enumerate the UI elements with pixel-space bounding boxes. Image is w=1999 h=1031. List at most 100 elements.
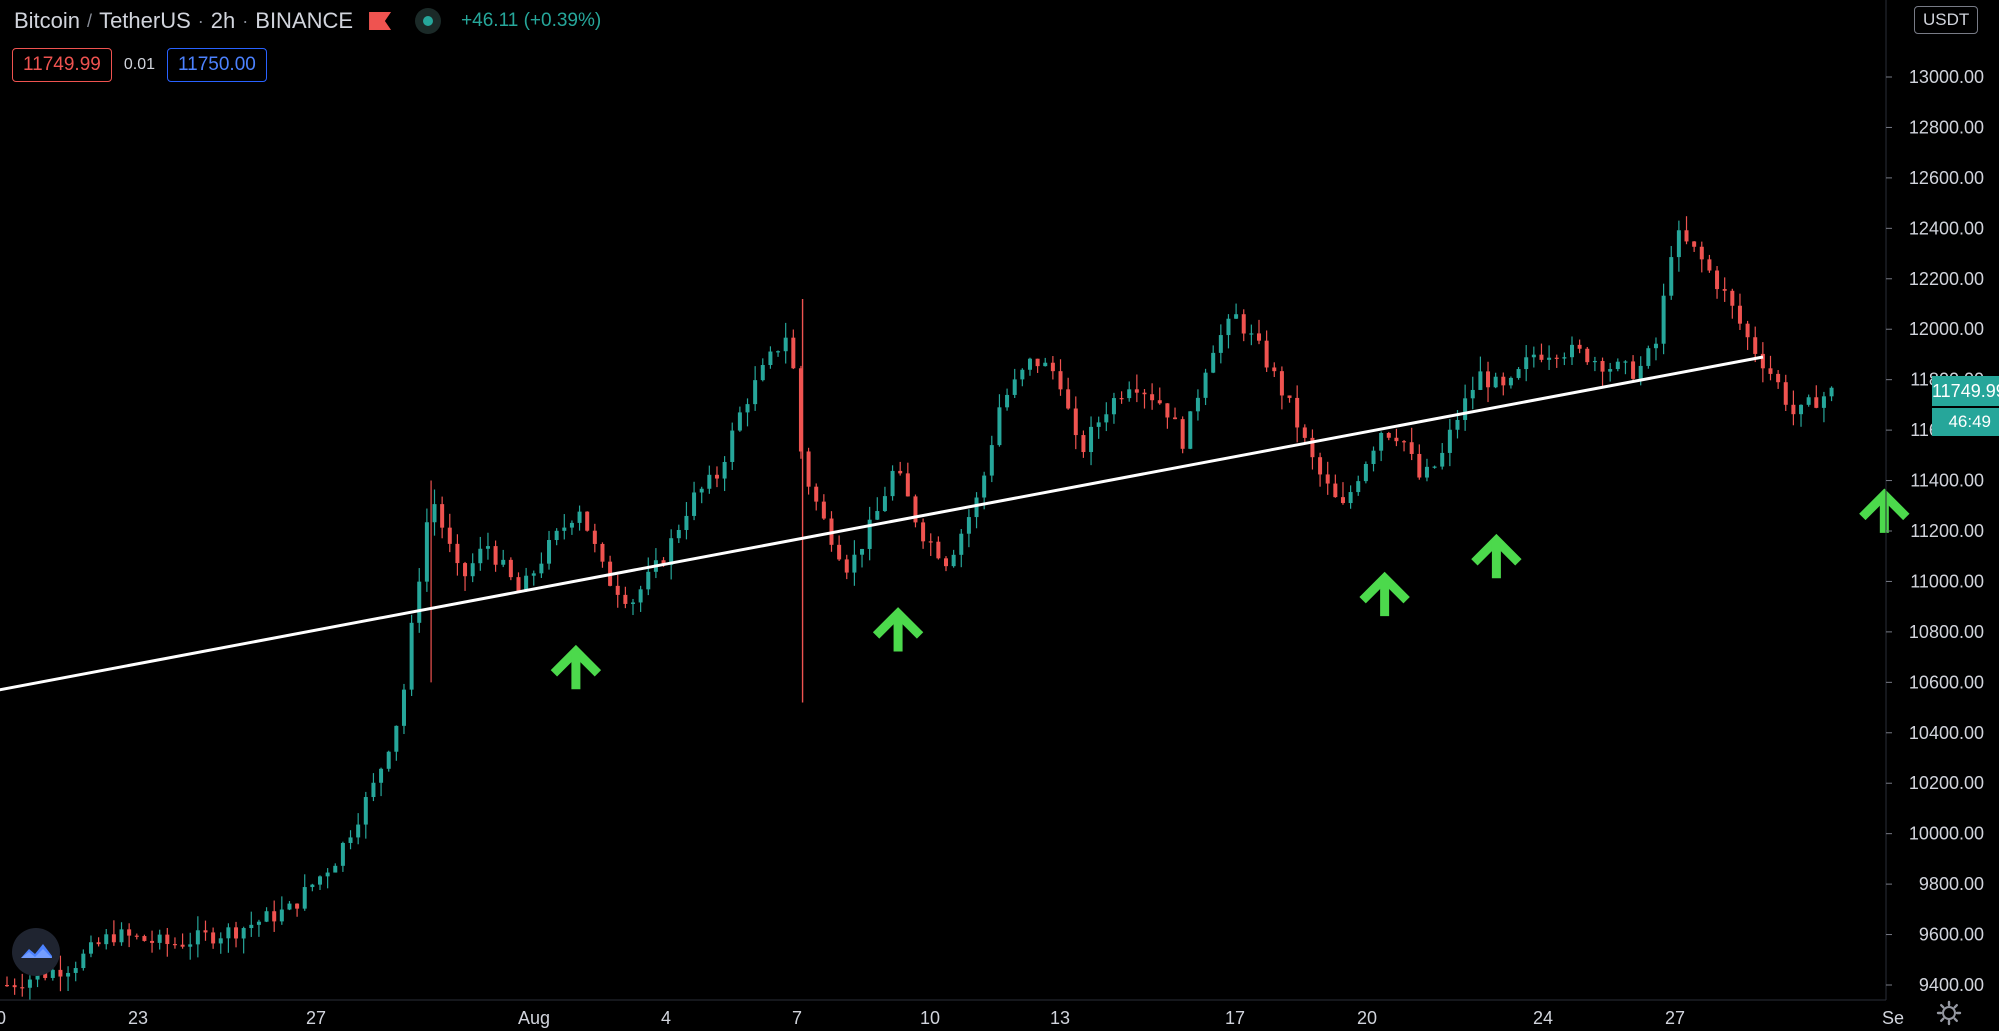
candle-body — [592, 530, 597, 544]
candle-body — [73, 968, 78, 973]
time-tick-label: 4 — [661, 1008, 671, 1028]
candle-body — [1188, 411, 1193, 449]
flag-icon[interactable] — [369, 12, 392, 30]
candle-body — [50, 969, 55, 978]
price-tick-label: 11000.00 — [1910, 571, 1984, 591]
candle-body — [1402, 441, 1407, 443]
symbol-legend[interactable]: Bitcoin / TetherUS · 2h · BINANCE +46.11… — [14, 8, 601, 34]
candle-body — [562, 527, 567, 531]
time-tick-label: 27 — [1665, 1008, 1685, 1028]
candle-body — [745, 404, 750, 413]
candle-body — [409, 622, 414, 690]
candle-body — [1218, 335, 1223, 353]
candle-body — [1134, 389, 1139, 393]
candle-body — [1646, 348, 1651, 366]
candle-body — [516, 577, 521, 592]
candle-body — [837, 544, 842, 560]
ask-price-box[interactable]: 11750.00 — [166, 48, 267, 82]
candle-body — [172, 944, 177, 946]
logo-glyph — [21, 944, 52, 958]
candle-body — [714, 474, 719, 479]
candle-body — [1753, 337, 1758, 354]
candle-body — [692, 492, 697, 516]
candle-body — [1623, 361, 1628, 363]
candle-body — [860, 548, 865, 555]
bid-price-box[interactable]: 11749.99 — [12, 48, 112, 82]
candle-body — [959, 533, 964, 555]
dot-separator: · — [242, 10, 249, 31]
candle-body — [310, 884, 315, 888]
candle-body — [875, 511, 880, 520]
candle-body — [844, 559, 849, 573]
candle-body — [1684, 230, 1689, 242]
candle-body — [66, 972, 71, 977]
up-arrow-icon — [1471, 533, 1522, 579]
candle-body — [302, 887, 307, 909]
candle-body — [1661, 295, 1666, 344]
candle-body — [1821, 396, 1826, 408]
candle-body — [20, 987, 25, 989]
candle-body — [1089, 426, 1094, 453]
candle-body — [463, 563, 468, 577]
price-tick-label: 13000.00 — [1909, 67, 1984, 87]
candle-body — [1516, 369, 1521, 378]
currency-badge[interactable]: USDT — [1914, 6, 1979, 34]
candle-body — [966, 517, 971, 534]
symbol-quote: TetherUS — [99, 8, 191, 33]
candle-body — [798, 368, 803, 452]
time-tick-label: 17 — [1225, 1008, 1245, 1028]
candle-body — [127, 929, 132, 936]
candle-body — [12, 985, 17, 988]
candle-body — [547, 540, 552, 564]
candle-body — [424, 522, 429, 582]
gear-glyph — [1936, 1000, 1962, 1026]
candle-body — [638, 589, 643, 603]
candle-body — [1348, 492, 1353, 504]
price-axis[interactable]: 9400.00 9600.00 9800.00 10000.00 10200.00 104… — [1885, 0, 1984, 1000]
candle-body — [1005, 394, 1010, 408]
candle-body — [287, 903, 292, 910]
candle-body — [1173, 417, 1178, 420]
exchange-label: BINANCE — [255, 8, 354, 33]
candle-body — [371, 782, 376, 798]
candle-body — [1692, 241, 1697, 247]
candle-body — [150, 940, 155, 943]
logo-icon[interactable] — [12, 928, 60, 976]
candle-body — [1722, 289, 1727, 291]
candle-body — [531, 573, 536, 576]
candle-body — [1180, 419, 1185, 449]
candle-body — [898, 470, 903, 474]
candle-body — [539, 563, 544, 574]
candle-body — [1356, 481, 1361, 493]
time-axis[interactable]: 20 23 27 Aug 4 7 10 13 17 20 24 27 Se — [0, 999, 1904, 1028]
candle-body — [1020, 369, 1025, 380]
candle-body — [944, 558, 949, 567]
candle-body — [669, 538, 674, 565]
time-tick-label: 7 — [792, 1008, 802, 1028]
candle-body — [928, 541, 933, 543]
gear-icon[interactable] — [1936, 1000, 1962, 1026]
up-arrow-icon — [1359, 571, 1410, 617]
candle-body — [1035, 358, 1040, 367]
candle-body — [737, 412, 742, 431]
candle-body — [1524, 357, 1529, 370]
candle-body — [1570, 344, 1575, 358]
candle-body — [1081, 435, 1086, 453]
candle-body — [1310, 437, 1315, 458]
candle-body — [1508, 377, 1513, 386]
time-tick-label: 27 — [306, 1008, 326, 1028]
candle-body — [1363, 463, 1368, 482]
candle-body — [974, 497, 979, 518]
candle-body — [1287, 395, 1292, 398]
candle-body — [1119, 398, 1124, 400]
interval-label[interactable]: 2h — [210, 8, 236, 33]
candle-body — [806, 451, 811, 487]
candle-body — [699, 488, 704, 493]
price-tick-label: 11200.00 — [1910, 521, 1984, 541]
up-arrow-icon — [872, 607, 924, 652]
up-arrow-head — [1859, 488, 1910, 521]
candle-body — [1424, 466, 1429, 478]
candle-body — [43, 972, 48, 978]
